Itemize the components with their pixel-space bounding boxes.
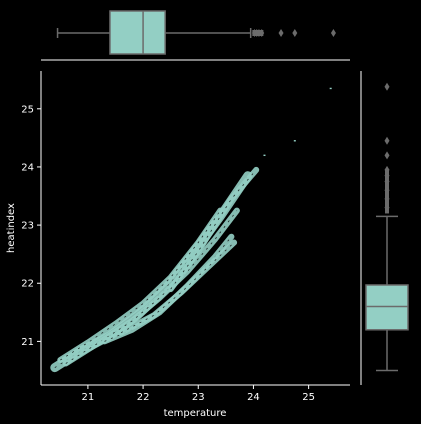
y-tick-label-4: 25 <box>21 104 34 115</box>
x-box-iqr <box>109 10 166 55</box>
y-axis-label: heatindex <box>6 203 17 253</box>
x-tick-label-0: 21 <box>82 392 95 403</box>
joint-scatter-points <box>263 87 332 157</box>
joint-band-2 <box>62 207 240 367</box>
marginal-y-boxplot <box>365 82 409 372</box>
y-tick-label-3: 24 <box>21 162 34 173</box>
joint-band-4 <box>118 239 238 336</box>
x-tick-label-1: 22 <box>137 392 150 403</box>
x-box-outlier-4 <box>278 29 284 37</box>
y-box-outlier-7 <box>384 136 390 145</box>
y-box-iqr <box>365 284 409 331</box>
y-tick-label-1: 22 <box>21 279 34 290</box>
joint-band-texture-1 <box>60 210 221 361</box>
joint-point-1 <box>293 140 296 142</box>
joint-point-2 <box>329 87 332 90</box>
joint-point-0 <box>263 154 266 157</box>
marginal-x-boxplot <box>56 10 336 55</box>
x-tick-label-4: 25 <box>302 392 315 403</box>
x-tick-label-3: 24 <box>247 392 260 403</box>
joint-panel: 21 22 23 24 25 21 22 23 24 25 <box>21 71 350 403</box>
x-axis-label: temperature <box>164 408 227 419</box>
y-tick-label-0: 21 <box>21 337 34 348</box>
y-ticks: 21 22 23 24 25 <box>21 104 41 348</box>
x-tick-label-2: 23 <box>192 392 205 403</box>
joint-density-bands <box>50 166 260 373</box>
joint-band-texture-5 <box>170 169 257 290</box>
x-box-outlier-5 <box>292 29 298 37</box>
y-box-outlier-6 <box>384 151 390 160</box>
y-box-outlier-8 <box>384 82 390 91</box>
y-tick-label-2: 23 <box>21 221 34 232</box>
x-ticks: 21 22 23 24 25 <box>82 385 315 403</box>
x-box-outlier-6 <box>330 29 336 37</box>
